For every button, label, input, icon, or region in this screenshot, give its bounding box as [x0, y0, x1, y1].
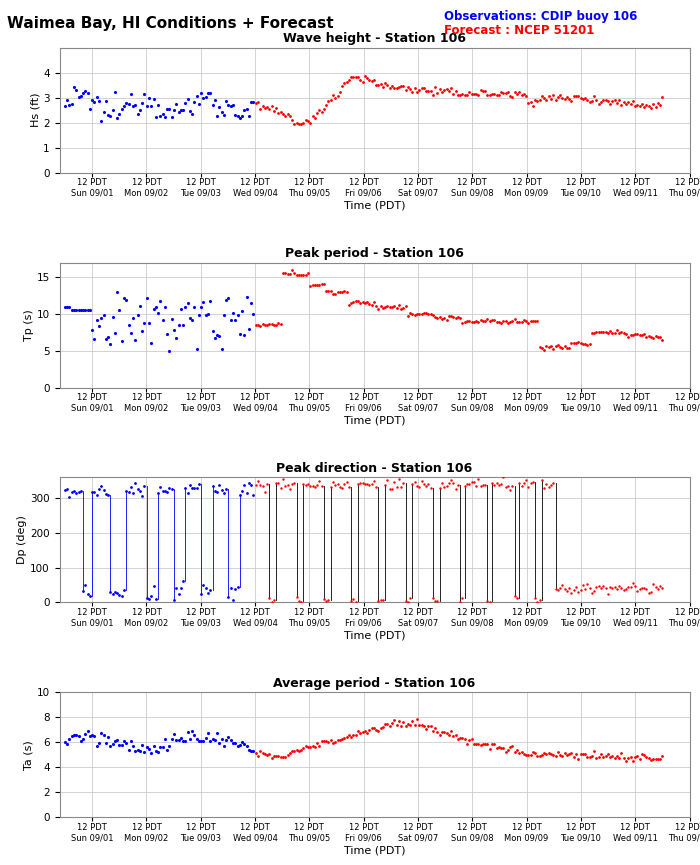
Title: Peak period - Station 106: Peak period - Station 106	[285, 247, 464, 260]
X-axis label: Time (PDT): Time (PDT)	[344, 201, 405, 210]
Text: Observations: CDIP buoy 106: Observations: CDIP buoy 106	[444, 10, 638, 23]
Text: Waimea Bay, HI Conditions + Forecast: Waimea Bay, HI Conditions + Forecast	[7, 16, 334, 30]
Y-axis label: Dp (deg): Dp (deg)	[18, 516, 27, 565]
Text: Forecast : NCEP 51201: Forecast : NCEP 51201	[444, 24, 595, 37]
Y-axis label: Tp (s): Tp (s)	[24, 309, 34, 341]
X-axis label: Time (PDT): Time (PDT)	[344, 415, 405, 426]
Title: Peak direction - Station 106: Peak direction - Station 106	[276, 462, 472, 475]
Y-axis label: Ta (s): Ta (s)	[24, 740, 34, 770]
X-axis label: Time (PDT): Time (PDT)	[344, 631, 405, 640]
X-axis label: Time (PDT): Time (PDT)	[344, 845, 405, 855]
Title: Average period - Station 106: Average period - Station 106	[274, 677, 475, 690]
Y-axis label: Hs (ft): Hs (ft)	[30, 93, 41, 127]
Title: Wave height - Station 106: Wave height - Station 106	[283, 32, 466, 45]
